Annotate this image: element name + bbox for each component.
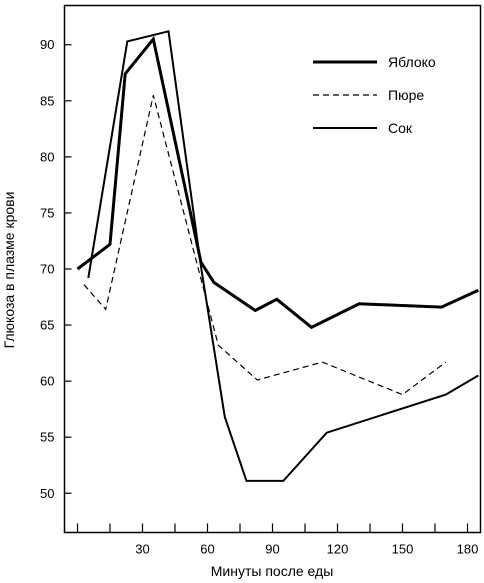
legend: Яблоко Пюре Сок xyxy=(313,54,436,136)
x-tick-label-90: 90 xyxy=(265,542,279,557)
x-tick-label-180: 180 xyxy=(457,542,479,557)
y-tick-label-80: 80 xyxy=(40,149,54,164)
x-axis: 30 60 90 120 150 180 xyxy=(76,523,479,557)
series-line-apple xyxy=(76,35,479,330)
y-axis: 50 55 60 65 70 75 80 85 90 xyxy=(40,37,72,501)
y-tick-label-55: 55 xyxy=(40,430,54,445)
x-axis-title: Минуты после еды xyxy=(211,563,334,579)
y-tick-label-70: 70 xyxy=(40,262,54,277)
y-tick-label-90: 90 xyxy=(40,37,54,52)
series-group xyxy=(76,30,479,482)
plot-border xyxy=(63,4,482,534)
x-tick-label-120: 120 xyxy=(327,542,349,557)
x-tick-label-30: 30 xyxy=(135,542,149,557)
legend-label-juice: Сок xyxy=(388,120,413,136)
legend-label-apple: Яблоко xyxy=(388,54,436,70)
series-line-juice xyxy=(87,30,479,482)
plot-frame xyxy=(63,4,482,534)
x-tick-label-60: 60 xyxy=(200,542,214,557)
series-line-puree xyxy=(83,95,447,396)
y-axis-title: Глюкоза в плазме крови xyxy=(1,192,17,349)
y-tick-label-50: 50 xyxy=(40,486,54,501)
legend-label-puree: Пюре xyxy=(388,87,424,103)
y-tick-label-85: 85 xyxy=(40,93,54,108)
x-tick-label-150: 150 xyxy=(392,542,414,557)
y-tick-label-60: 60 xyxy=(40,374,54,389)
y-tick-label-75: 75 xyxy=(40,205,54,220)
y-tick-label-65: 65 xyxy=(40,318,54,333)
